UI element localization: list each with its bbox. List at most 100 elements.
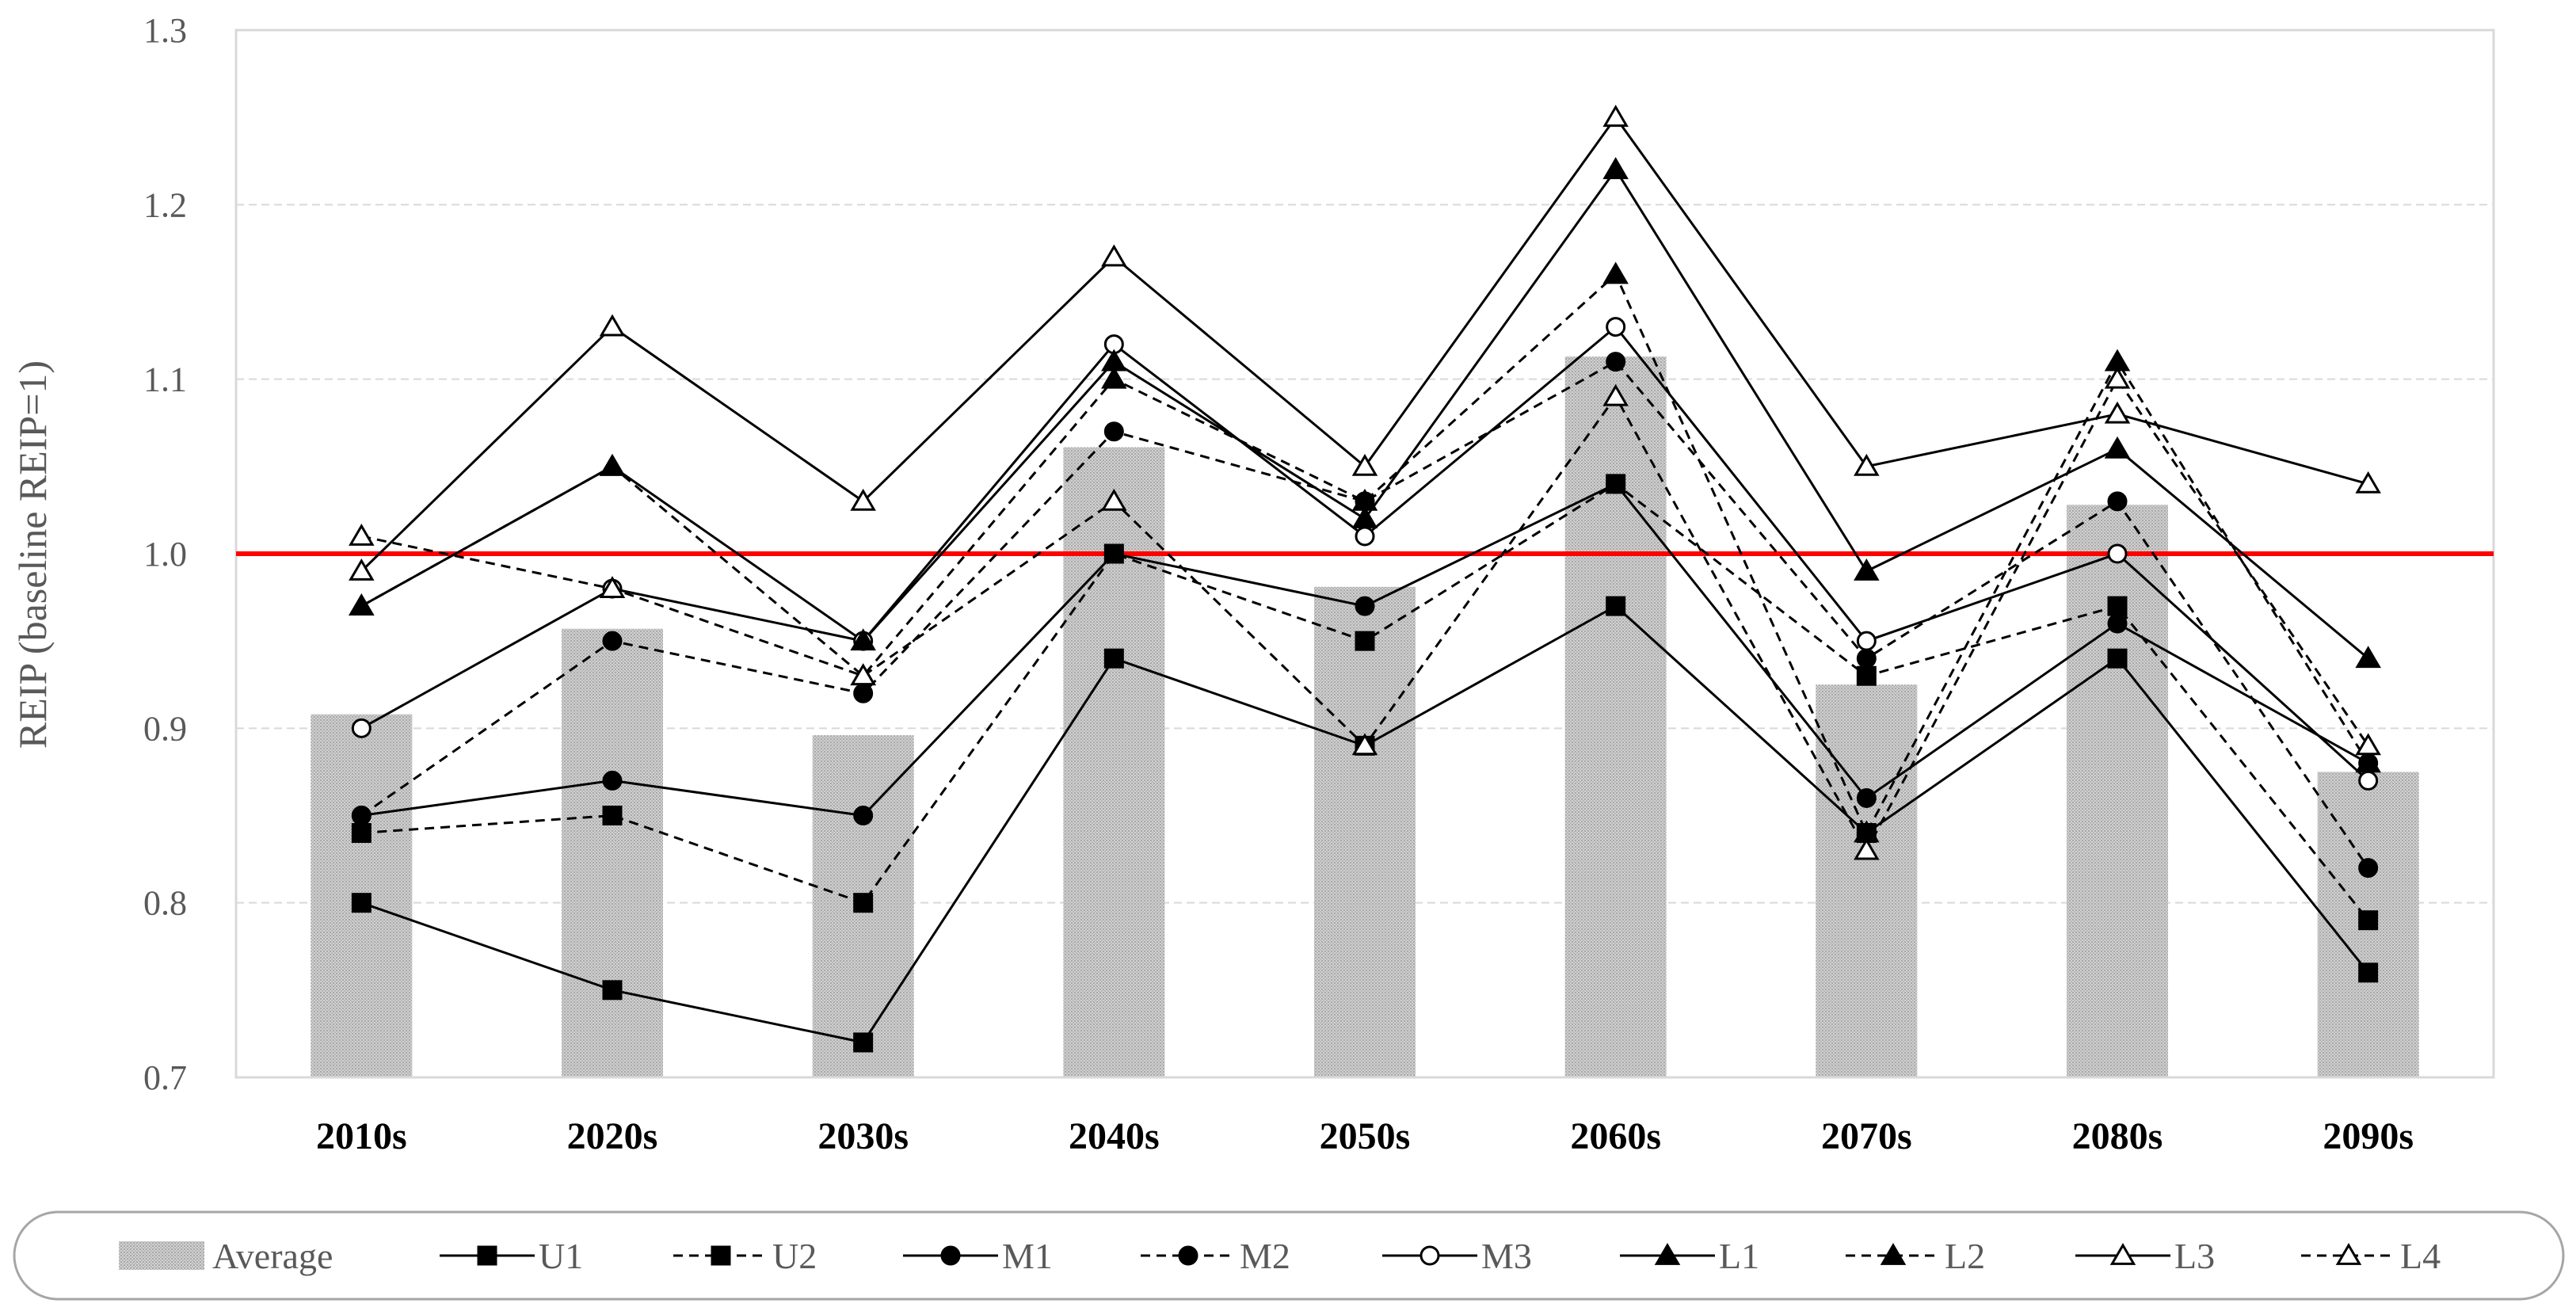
point-l1 (2355, 646, 2381, 669)
point-l3 (1602, 105, 1629, 128)
point-m3 (2358, 770, 2379, 791)
point-m2 (1856, 648, 1877, 669)
y-tick-label: 1.0 (143, 535, 187, 574)
series-line-l2 (360, 273, 2369, 836)
y-tick-label: 0.9 (143, 709, 187, 748)
point-m3 (2107, 543, 2128, 564)
series-markers (349, 105, 2381, 1053)
legend-label-average: Average (212, 1236, 333, 1276)
legend-box (13, 1210, 2565, 1301)
point-u2 (1856, 665, 1877, 686)
point-l4 (1351, 733, 1378, 756)
x-tick-label: 2050s (1320, 1115, 1411, 1157)
point-l4 (1101, 488, 1127, 511)
point-u2 (853, 893, 874, 913)
point-l4 (599, 576, 626, 598)
point-l4 (1854, 837, 1880, 860)
point-l2 (1602, 261, 1629, 284)
x-tick-labels: 2010s 2020s 2030s 2040s 2050s 2060s 2070s 2080s… (316, 1115, 2414, 1157)
point-u1 (2107, 648, 2128, 669)
point-l3 (2104, 401, 2131, 424)
average-bar (2067, 505, 2168, 1077)
point-l4 (2355, 733, 2381, 756)
legend-marker-m1 (940, 1245, 961, 1266)
point-m1 (602, 770, 623, 791)
point-m1 (853, 806, 874, 825)
legend-marker-m2 (1178, 1245, 1198, 1266)
point-u2 (2358, 910, 2379, 931)
point-l1 (1351, 505, 1378, 528)
point-m2 (2107, 491, 2128, 512)
x-tick-label: 2030s (817, 1115, 909, 1157)
point-l2 (1101, 366, 1127, 389)
legend-marker-l2 (1880, 1243, 1907, 1265)
legend-label-l1: L1 (1719, 1236, 1759, 1276)
point-l1 (1602, 157, 1629, 180)
point-m2 (1606, 352, 1626, 372)
point-l4 (349, 523, 375, 546)
point-l2 (599, 453, 626, 476)
point-l2 (2355, 750, 2381, 773)
point-u1 (602, 980, 623, 1001)
point-m2 (2358, 858, 2379, 879)
y-tick-label: 1.2 (143, 185, 187, 224)
point-u1 (1606, 596, 1626, 616)
legend-label-l2: L2 (1945, 1236, 1985, 1276)
point-l3 (1854, 453, 1880, 476)
legend-label-m1: M1 (1002, 1236, 1053, 1276)
point-l3 (599, 314, 626, 337)
point-l4 (2104, 366, 2131, 389)
x-tick-label: 2020s (567, 1115, 658, 1157)
average-bar (1816, 684, 1918, 1077)
y-tick-label: 0.7 (143, 1058, 187, 1097)
point-u2 (1355, 631, 1375, 651)
point-u2 (2107, 596, 2128, 616)
point-m2 (351, 806, 372, 825)
point-m3 (1856, 631, 1877, 651)
legend-marker-u1 (477, 1245, 497, 1266)
y-tick-label: 1.3 (143, 11, 187, 50)
average-bar (1564, 356, 1667, 1078)
x-tick-label: 2040s (1069, 1115, 1160, 1157)
legend-label-l3: L3 (2174, 1236, 2215, 1276)
point-l3 (349, 558, 375, 581)
point-u2 (602, 806, 623, 825)
point-u1 (2358, 962, 2379, 983)
point-m3 (1355, 526, 1375, 547)
x-tick-label: 2010s (316, 1115, 407, 1157)
average-bar (1314, 586, 1416, 1077)
point-m2 (602, 631, 623, 651)
point-l3 (2355, 471, 2381, 494)
average-bar (1063, 447, 1165, 1077)
point-u1 (1103, 648, 1124, 669)
x-tick-label: 2070s (1821, 1115, 1912, 1157)
point-m2 (1103, 421, 1124, 442)
y-axis-title: REIP (baseline REIP=1) (10, 360, 55, 749)
point-m1 (1355, 596, 1375, 616)
point-l2 (1351, 488, 1378, 511)
point-u1 (351, 893, 372, 913)
point-m1 (1606, 474, 1626, 494)
point-l3 (850, 488, 876, 511)
y-tick-label: 1.1 (143, 360, 187, 399)
legend-label-u2: U2 (772, 1236, 817, 1276)
legend-marker-l4 (2335, 1243, 2362, 1265)
point-l1 (850, 628, 876, 651)
point-u2 (351, 823, 372, 844)
legend-swatch-average (119, 1241, 204, 1270)
point-m1 (1856, 787, 1877, 808)
legend: Average U1 U2 M1 M2 M3 L1 L2 L3 L4 (13, 1210, 2565, 1301)
legend-marker-l3 (2109, 1243, 2136, 1265)
y-tick-labels: 0.7 0.8 0.9 1.0 1.1 1.2 1.3 (143, 11, 187, 1097)
legend-label-u1: U1 (539, 1236, 583, 1276)
average-bar (562, 628, 663, 1077)
x-tick-label: 2090s (2323, 1115, 2414, 1157)
point-m2 (853, 683, 874, 703)
point-l4 (1602, 383, 1629, 406)
point-l3 (1351, 453, 1378, 476)
point-m1 (1103, 543, 1124, 564)
y-tick-label: 0.8 (143, 884, 187, 923)
point-l4 (850, 663, 876, 686)
point-l2 (349, 593, 375, 616)
